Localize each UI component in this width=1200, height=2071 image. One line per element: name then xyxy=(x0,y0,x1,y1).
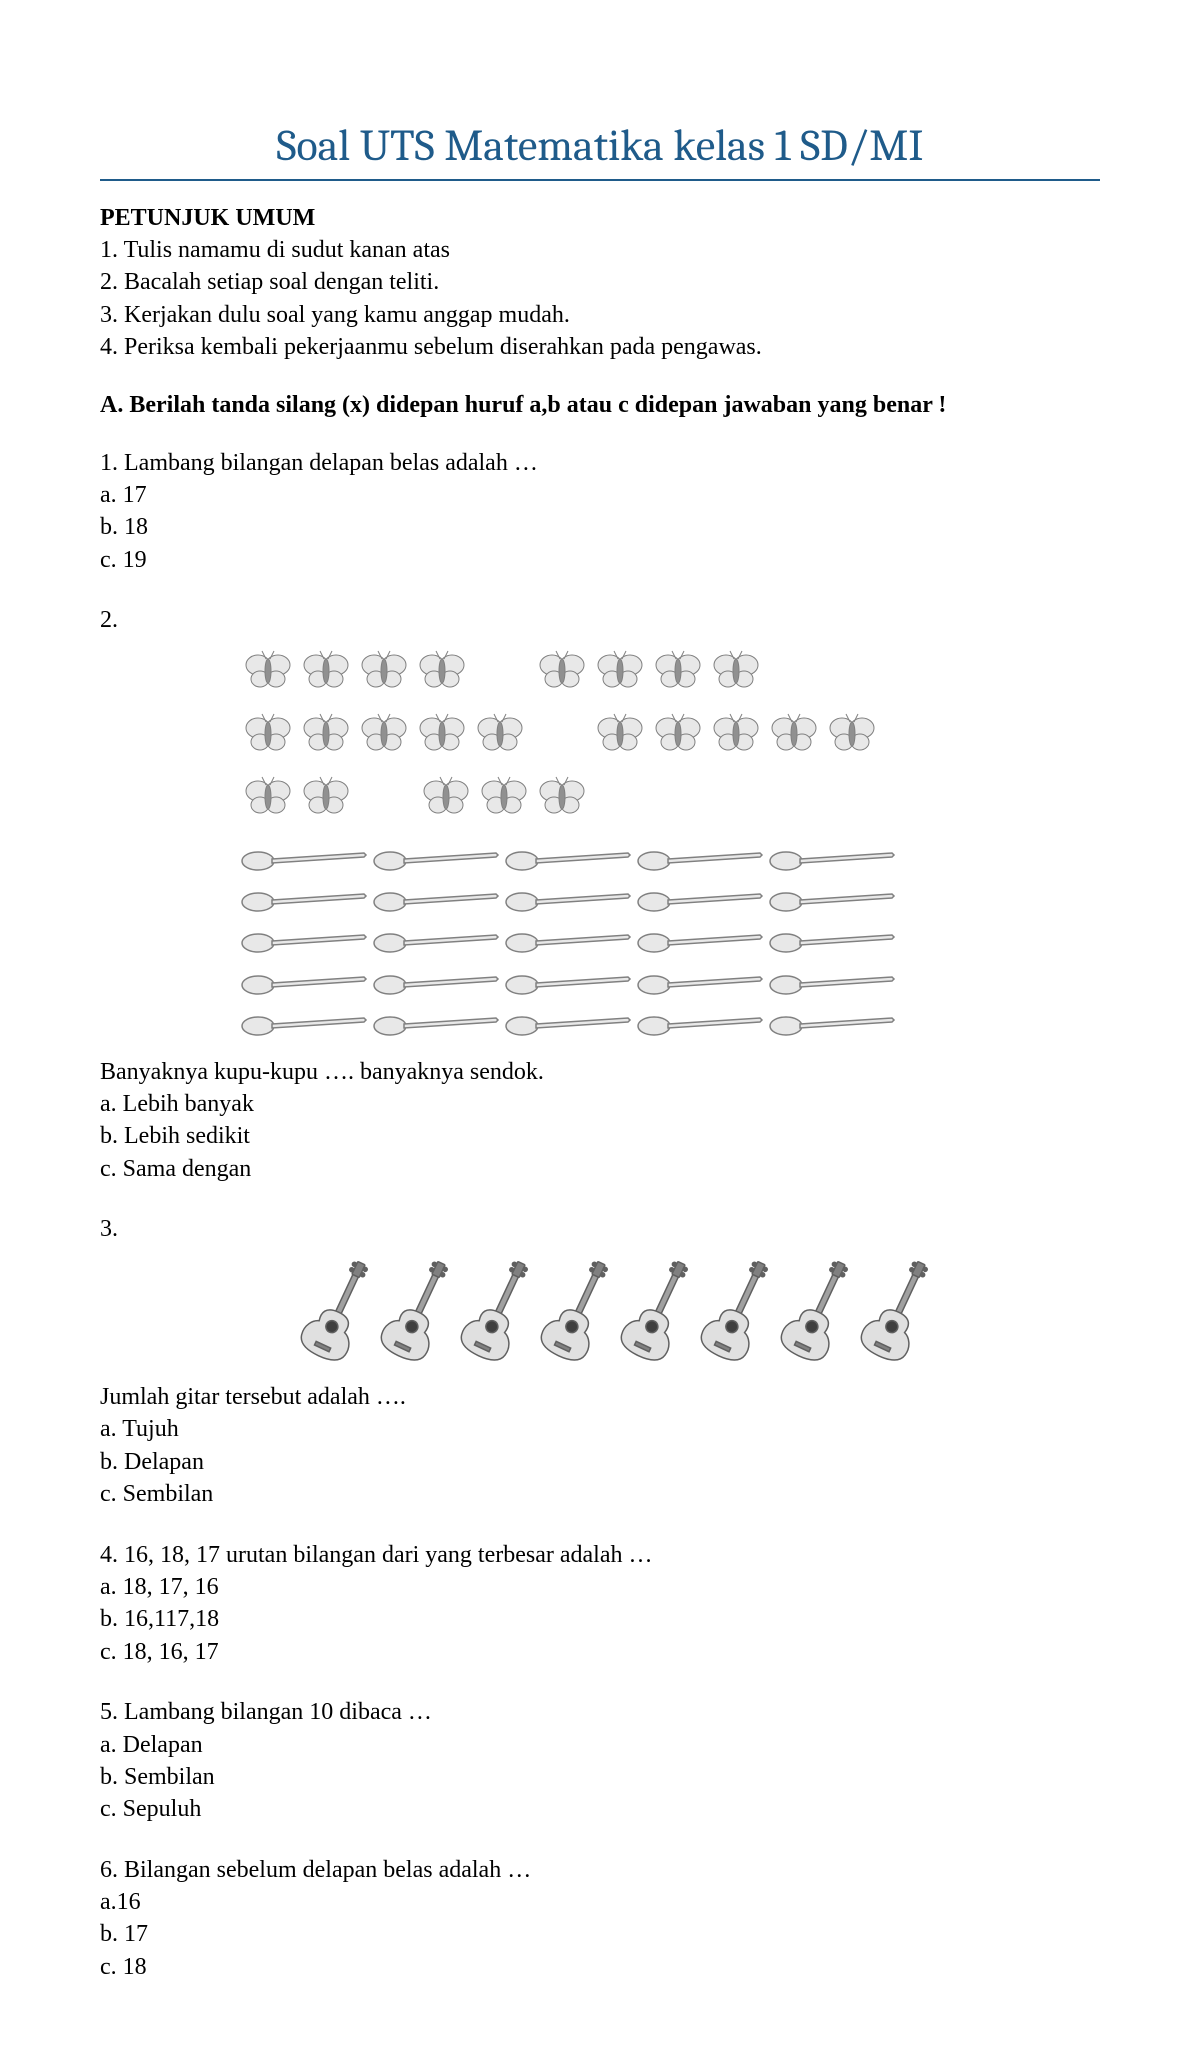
butterfly-icon xyxy=(240,645,296,693)
option-b: b. 17 xyxy=(100,1918,1100,1950)
option-b: b. Lebih sedikit xyxy=(100,1120,1100,1152)
option-b: b. 18 xyxy=(100,511,1100,543)
butterfly-icon xyxy=(592,708,648,756)
spoon-icon xyxy=(768,886,898,914)
option-c: c. 18 xyxy=(100,1951,1100,1983)
question-text: 6. Bilangan sebelum delapan belas adalah… xyxy=(100,1854,1100,1886)
option-a: a. 17 xyxy=(100,479,1100,511)
question-text: 1. Lambang bilangan delapan belas adalah… xyxy=(100,447,1100,479)
instructions-heading: PETUNJUK UMUM xyxy=(100,205,1100,232)
option-a: a. Delapan xyxy=(100,1729,1100,1761)
option-b: b. Sembilan xyxy=(100,1761,1100,1793)
spoon-icon xyxy=(504,927,634,955)
title-underline xyxy=(100,179,1100,181)
butterfly-icon xyxy=(650,708,706,756)
butterfly-icon xyxy=(592,645,648,693)
butterfly-icon xyxy=(472,708,528,756)
butterfly-icon xyxy=(418,771,474,819)
butterfly-icon xyxy=(824,708,880,756)
spoon-icon xyxy=(768,969,898,997)
question-3: 3. Jumlah gitar tersebut adalah …. a. Tu… xyxy=(100,1213,1100,1510)
guitar-icon xyxy=(300,1254,378,1364)
spoon-icon xyxy=(504,886,634,914)
butterfly-icon xyxy=(766,708,822,756)
butterfly-spoon-image xyxy=(240,645,1100,1048)
question-1: 1. Lambang bilangan delapan belas adalah… xyxy=(100,447,1100,577)
spoon-icon xyxy=(240,969,370,997)
instruction-item: 2. Bacalah setiap soal dengan teliti. xyxy=(100,266,1100,298)
option-b: b. 16,117,18 xyxy=(100,1603,1100,1635)
butterfly-icon xyxy=(476,771,532,819)
butterfly-icon xyxy=(414,645,470,693)
butterfly-icon xyxy=(298,771,354,819)
option-c: c. Sembilan xyxy=(100,1478,1100,1510)
question-number: 3. xyxy=(100,1213,1100,1245)
question-2: 2. Banyaknya kupu-kupu …. banyaknya send… xyxy=(100,604,1100,1185)
spoon-icon xyxy=(768,845,898,873)
spoon-icon xyxy=(636,886,766,914)
option-c: c. 19 xyxy=(100,544,1100,576)
spoon-icon xyxy=(372,969,502,997)
option-a: a. Tujuh xyxy=(100,1413,1100,1445)
instruction-item: 3. Kerjakan dulu soal yang kamu anggap m… xyxy=(100,299,1100,331)
guitar-icon xyxy=(540,1254,618,1364)
guitar-icon xyxy=(700,1254,778,1364)
guitar-icon xyxy=(780,1254,858,1364)
spoon-icon xyxy=(372,845,502,873)
spoon-icon xyxy=(636,969,766,997)
spoon-icon xyxy=(240,927,370,955)
page-title: Soal UTS Matematika kelas 1 SD/MI xyxy=(100,120,1100,171)
butterfly-icon xyxy=(356,708,412,756)
butterfly-icon xyxy=(240,708,296,756)
butterfly-icon xyxy=(708,708,764,756)
spoon-icon xyxy=(240,845,370,873)
spoon-icon xyxy=(372,927,502,955)
guitar-image xyxy=(300,1254,1100,1373)
question-4: 4. 16, 18, 17 urutan bilangan dari yang … xyxy=(100,1539,1100,1669)
question-text: 4. 16, 18, 17 urutan bilangan dari yang … xyxy=(100,1539,1100,1571)
option-c: c. Sama dengan xyxy=(100,1153,1100,1185)
spoon-icon xyxy=(240,886,370,914)
spoon-icon xyxy=(372,886,502,914)
spoon-icon xyxy=(768,927,898,955)
spoon-icon xyxy=(240,1010,370,1038)
question-number: 2. xyxy=(100,604,1100,636)
question-5: 5. Lambang bilangan 10 dibaca … a. Delap… xyxy=(100,1696,1100,1826)
question-text: Jumlah gitar tersebut adalah …. xyxy=(100,1381,1100,1413)
spoon-icon xyxy=(504,1010,634,1038)
spoon-icon xyxy=(636,845,766,873)
option-c: c. 18, 16, 17 xyxy=(100,1636,1100,1668)
butterfly-icon xyxy=(298,645,354,693)
instruction-item: 4. Periksa kembali pekerjaanmu sebelum d… xyxy=(100,331,1100,363)
spoon-icon xyxy=(372,1010,502,1038)
option-a: a. Lebih banyak xyxy=(100,1088,1100,1120)
section-a-heading: A. Berilah tanda silang (x) didepan huru… xyxy=(100,392,1100,419)
option-a: a.16 xyxy=(100,1886,1100,1918)
butterfly-icon xyxy=(414,708,470,756)
spoon-icon xyxy=(636,1010,766,1038)
question-text: Banyaknya kupu-kupu …. banyaknya sendok. xyxy=(100,1056,1100,1088)
spoon-icon xyxy=(636,927,766,955)
instruction-item: 1. Tulis namamu di sudut kanan atas xyxy=(100,234,1100,266)
instruction-list: 1. Tulis namamu di sudut kanan atas 2. B… xyxy=(100,234,1100,364)
spoon-icon xyxy=(768,1010,898,1038)
option-a: a. 18, 17, 16 xyxy=(100,1571,1100,1603)
guitar-icon xyxy=(380,1254,458,1364)
butterfly-icon xyxy=(298,708,354,756)
butterfly-icon xyxy=(650,645,706,693)
option-c: c. Sepuluh xyxy=(100,1793,1100,1825)
spoon-icon xyxy=(504,845,634,873)
guitar-icon xyxy=(620,1254,698,1364)
butterfly-icon xyxy=(240,771,296,819)
butterfly-icon xyxy=(356,645,412,693)
spoon-icon xyxy=(504,969,634,997)
butterfly-icon xyxy=(708,645,764,693)
butterfly-icon xyxy=(534,645,590,693)
option-b: b. Delapan xyxy=(100,1446,1100,1478)
guitar-icon xyxy=(860,1254,938,1364)
guitar-icon xyxy=(460,1254,538,1364)
question-6: 6. Bilangan sebelum delapan belas adalah… xyxy=(100,1854,1100,1984)
question-text: 5. Lambang bilangan 10 dibaca … xyxy=(100,1696,1100,1728)
butterfly-icon xyxy=(534,771,590,819)
